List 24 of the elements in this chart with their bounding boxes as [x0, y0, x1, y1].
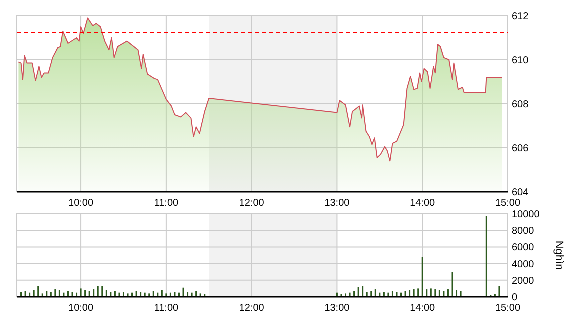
- x-tick-label: 11:00: [154, 198, 180, 209]
- y-tick-label: 6000: [512, 242, 535, 254]
- x-tick-label: 13:00: [324, 198, 350, 209]
- y-tick-label: 608: [512, 100, 530, 110]
- x-tick-label: 13:00: [324, 303, 350, 314]
- y-tick-label: 612: [512, 12, 530, 22]
- x-tick-label: 14:00: [410, 198, 436, 209]
- x-tick-label: 15:00: [495, 303, 521, 314]
- y-tick-label: 4000: [512, 259, 535, 270]
- y-tick-label: 606: [512, 144, 530, 154]
- y-tick-label: 0: [512, 292, 518, 304]
- y-tick-label: 2000: [512, 276, 535, 287]
- y-tick-label: 604: [512, 188, 530, 198]
- y-axis-title: Nghìn: [553, 240, 565, 270]
- x-tick-label: 10:00: [68, 198, 94, 209]
- y-tick-label: 8000: [512, 226, 535, 238]
- x-tick-label: 12:00: [239, 303, 265, 314]
- y-tick-label: 610: [512, 56, 530, 66]
- x-tick-label: 14:00: [410, 303, 436, 314]
- x-tick-label: 15:00: [495, 198, 521, 209]
- x-tick-label: 11:00: [154, 303, 180, 314]
- y-tick-label: 10000: [512, 210, 540, 220]
- x-tick-label: 12:00: [239, 198, 265, 209]
- x-tick-label: 10:00: [68, 303, 94, 314]
